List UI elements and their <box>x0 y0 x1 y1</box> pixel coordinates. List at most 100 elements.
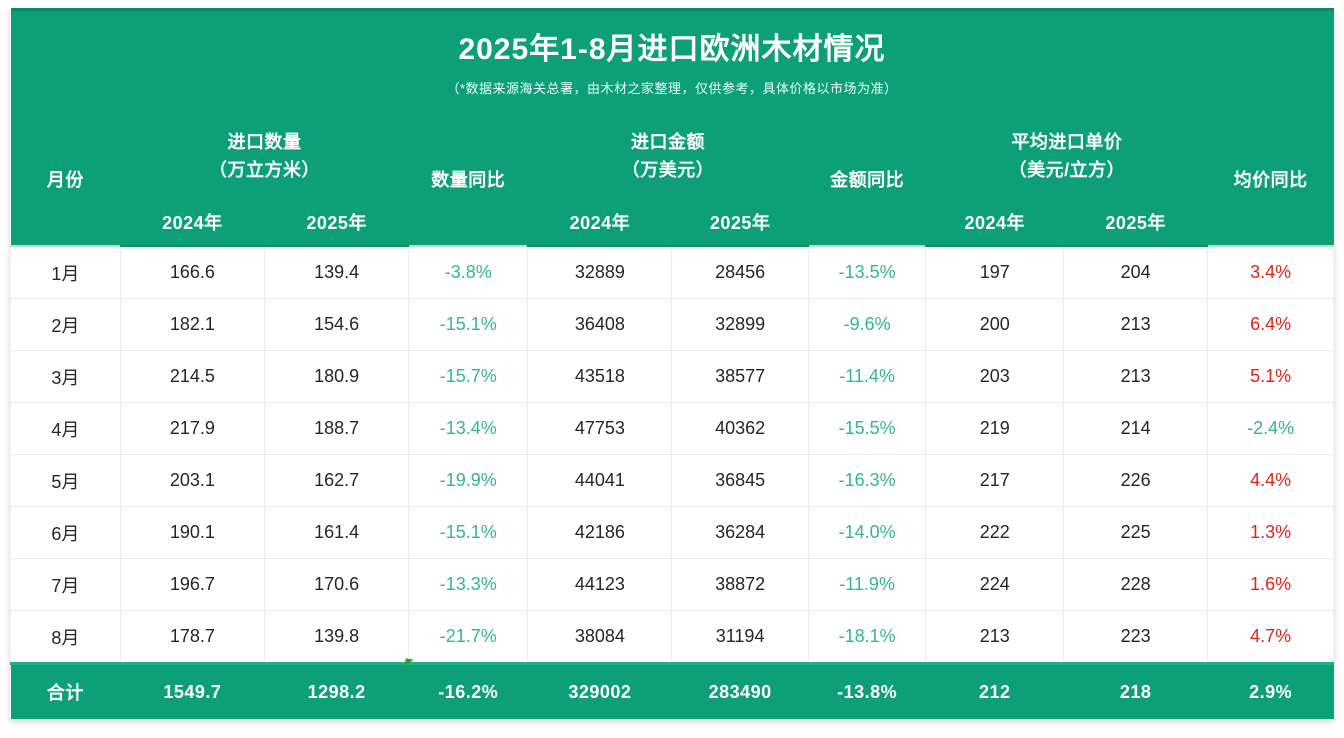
cell-qty-yoy: -13.4% <box>408 402 528 455</box>
table-row: 1月 166.6 139.4 -3.8% 32889 28456 -13.5% … <box>10 245 1334 299</box>
cell-amount-2025: 40362 <box>671 402 809 455</box>
column-header-price-2024: 2024年 <box>925 199 1064 247</box>
cell-price-2024: 217 <box>925 454 1064 507</box>
column-header-qty-yoy: 数量同比 <box>408 113 528 246</box>
cell-qty-2025: 161.4 <box>263 506 409 559</box>
column-header-amount-2024: 2024年 <box>527 199 672 247</box>
cell-qty-2025: 188.7 <box>263 402 409 455</box>
cell-amount-2024: 42186 <box>527 506 672 559</box>
price-group-label: 平均进口单价 <box>1011 132 1123 152</box>
cell-qty-2025: 139.8 <box>263 610 409 664</box>
cell-price-yoy: 6.4% <box>1207 298 1334 351</box>
column-group-row: 月份 进口数量 （万立方米） 数量同比 进口金额 （万美元） 金额同比 平均进口… <box>10 113 1334 246</box>
cell-amount-yoy: -18.1% <box>807 610 926 664</box>
cell-month: 2月 <box>10 298 121 351</box>
cell-amount-yoy: -9.6% <box>807 298 926 351</box>
total-amount-yoy: -13.8% <box>808 662 926 719</box>
price-group-unit: （美元/立方） <box>1008 160 1126 180</box>
cell-qty-yoy: -21.7% <box>408 610 528 664</box>
column-header-amount-2025: 2025年 <box>671 199 809 247</box>
cell-qty-yoy: -15.1% <box>408 506 528 559</box>
page-subtitle: （*数据来源海关总署，由木材之家整理，仅供参考，具体价格以市场为准） <box>446 81 898 97</box>
year-subheader-row: 2024年 2025年 2024年 2025年 2024年 2025年 <box>11 199 1334 247</box>
cell-qty-2024: 166.6 <box>119 245 265 299</box>
cell-price-2024: 219 <box>925 402 1064 455</box>
cell-qty-2024: 214.5 <box>119 350 265 403</box>
cell-amount-2025: 28456 <box>671 245 809 299</box>
total-qty-2024: 1549.7 <box>120 662 265 719</box>
cell-qty-2024: 182.1 <box>119 298 265 351</box>
cell-amount-2024: 38084 <box>527 610 672 664</box>
total-price-2024: 212 <box>925 662 1064 719</box>
cell-price-2024: 224 <box>925 558 1064 611</box>
cell-price-yoy: 4.4% <box>1207 454 1334 507</box>
cell-amount-yoy: -14.0% <box>807 506 926 559</box>
cell-qty-2024: 178.7 <box>119 610 265 664</box>
cell-month: 4月 <box>10 402 121 455</box>
cell-qty-2024: 203.1 <box>119 454 265 507</box>
cell-amount-2024: 43518 <box>527 350 672 403</box>
cell-price-yoy: -2.4% <box>1207 402 1334 455</box>
total-row: 合计 1549.7 1298.2 -16.2% 329002 283490 -1… <box>10 658 1334 719</box>
table-row: 7月 196.7 170.6 -13.3% 44123 38872 -11.9%… <box>10 558 1334 611</box>
cell-price-yoy: 1.6% <box>1207 558 1334 611</box>
total-qty-yoy-value: -16.2% <box>438 681 499 702</box>
cell-amount-yoy: -11.9% <box>807 558 926 611</box>
column-header-amount-yoy: 金额同比 <box>808 113 926 246</box>
table-row: 3月 214.5 180.9 -15.7% 43518 38577 -11.4%… <box>10 350 1334 403</box>
cell-price-yoy: 3.4% <box>1207 245 1334 299</box>
cell-price-2024: 222 <box>925 506 1064 559</box>
cell-price-2024: 197 <box>925 245 1064 299</box>
total-amount-2024: 329002 <box>527 662 672 719</box>
cell-price-2025: 214 <box>1063 402 1208 455</box>
cell-amount-2024: 36408 <box>527 298 672 351</box>
table-footer: 合计 1549.7 1298.2 -16.2% 329002 283490 -1… <box>10 658 1334 719</box>
cell-amount-2025: 36845 <box>671 454 809 507</box>
cell-qty-yoy: -19.9% <box>408 454 528 507</box>
cell-month: 7月 <box>10 558 121 611</box>
table-row: 4月 217.9 188.7 -13.4% 47753 40362 -15.5%… <box>10 402 1334 455</box>
cell-price-yoy: 1.3% <box>1207 506 1334 559</box>
cell-qty-2025: 154.6 <box>263 298 409 351</box>
total-amount-2025: 283490 <box>671 662 809 719</box>
total-label: 合计 <box>10 662 121 719</box>
cell-qty-2025: 180.9 <box>263 350 409 403</box>
cell-amount-2025: 32899 <box>671 298 809 351</box>
cell-month: 1月 <box>10 245 121 299</box>
table-body: 1月 166.6 139.4 -3.8% 32889 28456 -13.5% … <box>10 245 1334 664</box>
column-header-amount-group: 进口金额 （万美元） <box>527 113 809 199</box>
table-row: 5月 203.1 162.7 -19.9% 44041 36845 -16.3%… <box>10 454 1334 507</box>
cell-amount-yoy: -13.5% <box>807 245 926 299</box>
cell-month: 3月 <box>10 350 121 403</box>
amount-group-label: 进口金额 <box>631 132 705 152</box>
cell-price-yoy: 5.1% <box>1207 350 1334 403</box>
cell-amount-yoy: -16.3% <box>807 454 926 507</box>
total-price-2025: 218 <box>1063 662 1208 719</box>
cell-price-2025: 226 <box>1063 454 1208 507</box>
table-row: 8月 178.7 139.8 -21.7% 38084 31194 -18.1%… <box>10 610 1334 664</box>
cell-amount-2025: 38577 <box>671 350 809 403</box>
cell-price-2024: 203 <box>925 350 1064 403</box>
cell-price-2025: 225 <box>1063 506 1208 559</box>
cell-amount-2024: 47753 <box>527 402 672 455</box>
cell-amount-2025: 38872 <box>671 558 809 611</box>
cell-qty-2024: 217.9 <box>119 402 265 455</box>
cell-price-2025: 223 <box>1063 610 1208 664</box>
total-qty-yoy: -16.2% <box>403 658 528 719</box>
cell-month: 8月 <box>10 610 121 664</box>
cell-qty-2024: 196.7 <box>119 558 265 611</box>
cell-qty-2025: 162.7 <box>263 454 409 507</box>
cell-amount-2024: 32889 <box>527 245 672 299</box>
cell-amount-yoy: -15.5% <box>807 402 926 455</box>
cell-price-2024: 200 <box>925 298 1064 351</box>
total-price-yoy: 2.9% <box>1207 662 1334 719</box>
cell-qty-yoy: -15.7% <box>408 350 528 403</box>
column-header-price-2025: 2025年 <box>1063 199 1208 247</box>
column-header-qty-2024: 2024年 <box>120 199 265 247</box>
cell-amount-2025: 36284 <box>671 506 809 559</box>
cell-qty-yoy: -15.1% <box>408 298 528 351</box>
cell-qty-yoy: -13.3% <box>408 558 528 611</box>
cell-amount-2024: 44123 <box>527 558 672 611</box>
cell-qty-2024: 190.1 <box>119 506 265 559</box>
qty-group-unit: （万立方米） <box>209 160 320 180</box>
